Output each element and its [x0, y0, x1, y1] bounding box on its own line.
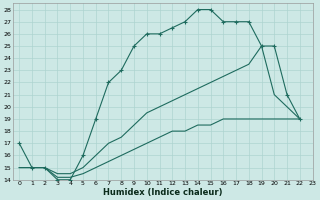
X-axis label: Humidex (Indice chaleur): Humidex (Indice chaleur) — [103, 188, 222, 197]
